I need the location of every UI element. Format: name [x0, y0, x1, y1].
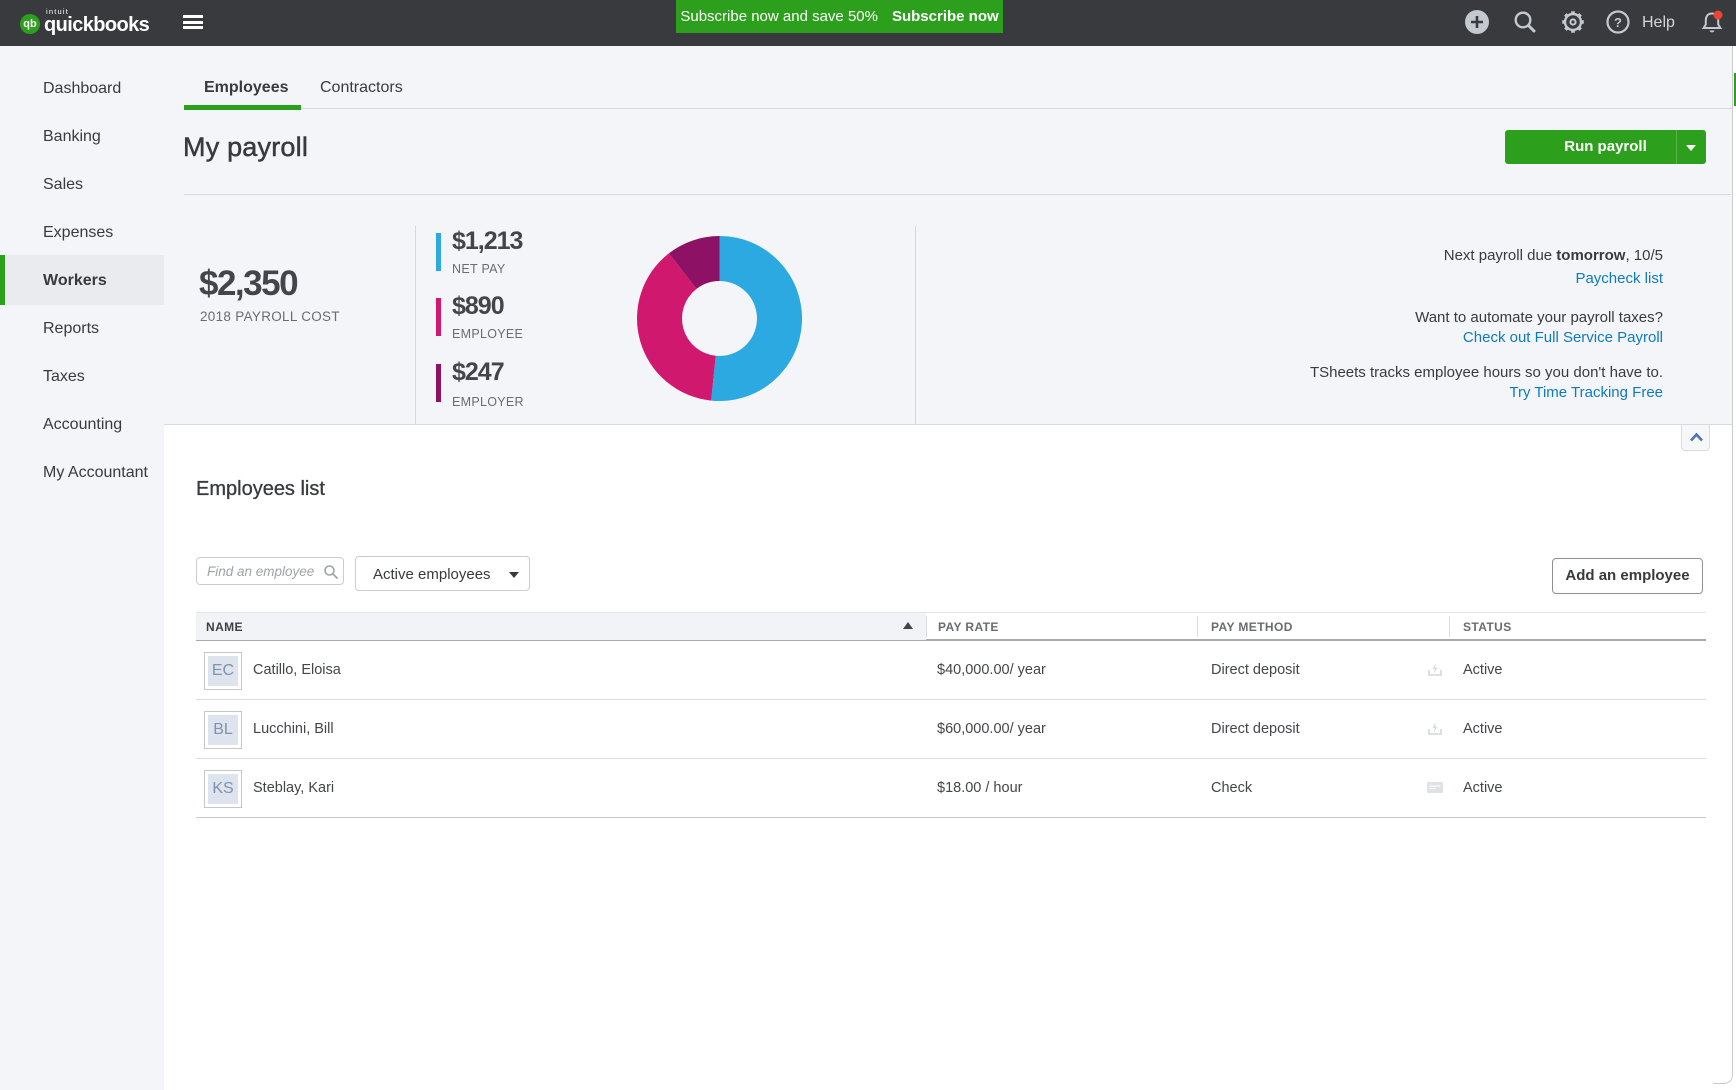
svg-text:?: ?	[1614, 15, 1622, 30]
